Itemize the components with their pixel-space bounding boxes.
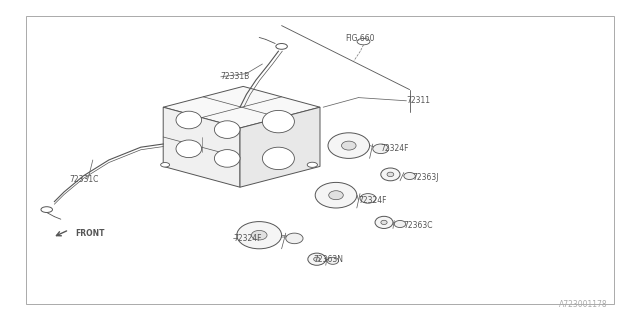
Circle shape — [41, 207, 52, 212]
Ellipse shape — [262, 147, 294, 170]
Ellipse shape — [394, 220, 406, 228]
Ellipse shape — [286, 233, 303, 244]
Circle shape — [276, 44, 287, 49]
Ellipse shape — [342, 141, 356, 150]
Text: 72363N: 72363N — [314, 255, 344, 264]
Ellipse shape — [314, 257, 320, 261]
Polygon shape — [163, 107, 240, 187]
Text: 72363J: 72363J — [413, 173, 439, 182]
Ellipse shape — [329, 191, 343, 200]
Text: 72324F: 72324F — [358, 196, 387, 204]
Ellipse shape — [360, 194, 376, 203]
Circle shape — [307, 162, 317, 167]
Text: 72324F: 72324F — [234, 234, 262, 243]
Ellipse shape — [373, 144, 389, 154]
Ellipse shape — [387, 172, 394, 177]
Text: 72331B: 72331B — [221, 72, 250, 81]
Circle shape — [357, 38, 370, 45]
Ellipse shape — [214, 121, 240, 139]
Polygon shape — [240, 107, 320, 187]
Ellipse shape — [375, 216, 393, 228]
Ellipse shape — [308, 253, 326, 265]
Ellipse shape — [176, 111, 202, 129]
Ellipse shape — [327, 257, 339, 264]
Text: 72324F: 72324F — [381, 144, 410, 153]
Ellipse shape — [381, 168, 400, 181]
Text: 72311: 72311 — [406, 96, 430, 105]
Ellipse shape — [214, 150, 240, 167]
Text: FRONT: FRONT — [76, 229, 105, 238]
Ellipse shape — [381, 220, 387, 225]
Text: A723001178: A723001178 — [559, 300, 608, 309]
Text: 72331C: 72331C — [69, 175, 99, 184]
Ellipse shape — [237, 222, 282, 249]
Text: FIG.660: FIG.660 — [346, 34, 375, 43]
Ellipse shape — [262, 110, 294, 133]
Ellipse shape — [328, 133, 370, 158]
Polygon shape — [163, 86, 320, 128]
Ellipse shape — [315, 182, 357, 208]
Ellipse shape — [252, 230, 267, 240]
Ellipse shape — [404, 172, 415, 180]
Ellipse shape — [176, 140, 202, 158]
Circle shape — [161, 163, 170, 167]
Text: 72363C: 72363C — [403, 221, 433, 230]
